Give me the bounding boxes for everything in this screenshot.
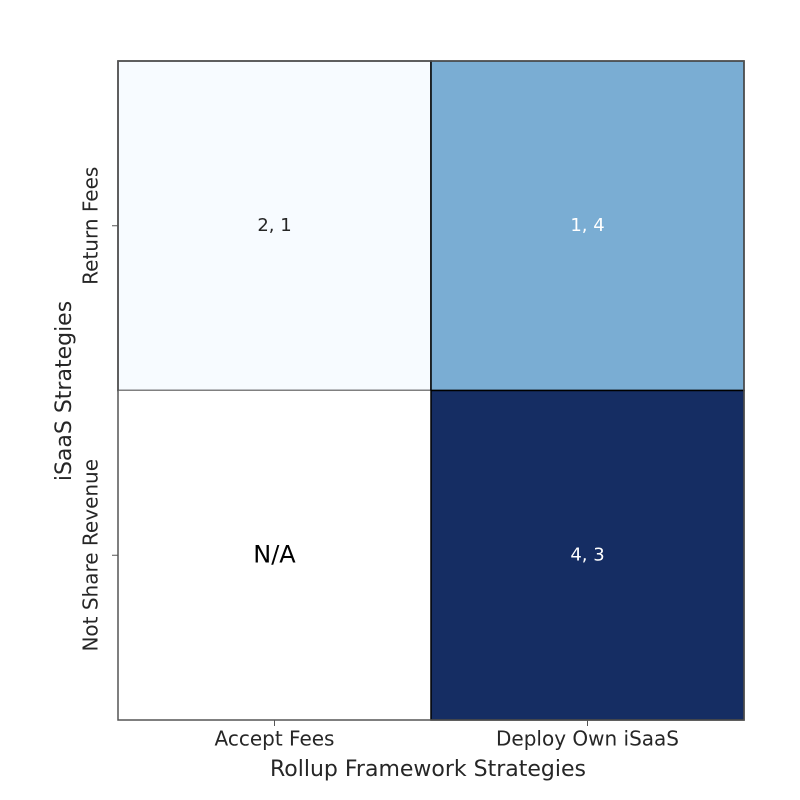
- heatmap-cell: [118, 390, 431, 720]
- y-tick-label: Return Fees: [79, 167, 103, 285]
- cell-label: N/A: [253, 540, 296, 568]
- x-tick-label: Accept Fees: [215, 727, 335, 751]
- x-axis-label: Rollup Framework Strategies: [270, 757, 586, 782]
- cell-label: 2, 1: [257, 215, 291, 236]
- y-axis-label: iSaaS Strategies: [52, 301, 77, 481]
- cell-label: 4, 3: [570, 544, 604, 565]
- axes-frame: [117, 60, 745, 721]
- heatmap-cell: [430, 389, 745, 721]
- heatmap-cell: [117, 60, 432, 392]
- heatmap-cell: [430, 60, 745, 392]
- y-tick-label: Not Share Revenue: [79, 459, 103, 652]
- cell-label: 1, 4: [570, 215, 604, 236]
- x-tick-label: Deploy Own iSaaS: [496, 727, 679, 751]
